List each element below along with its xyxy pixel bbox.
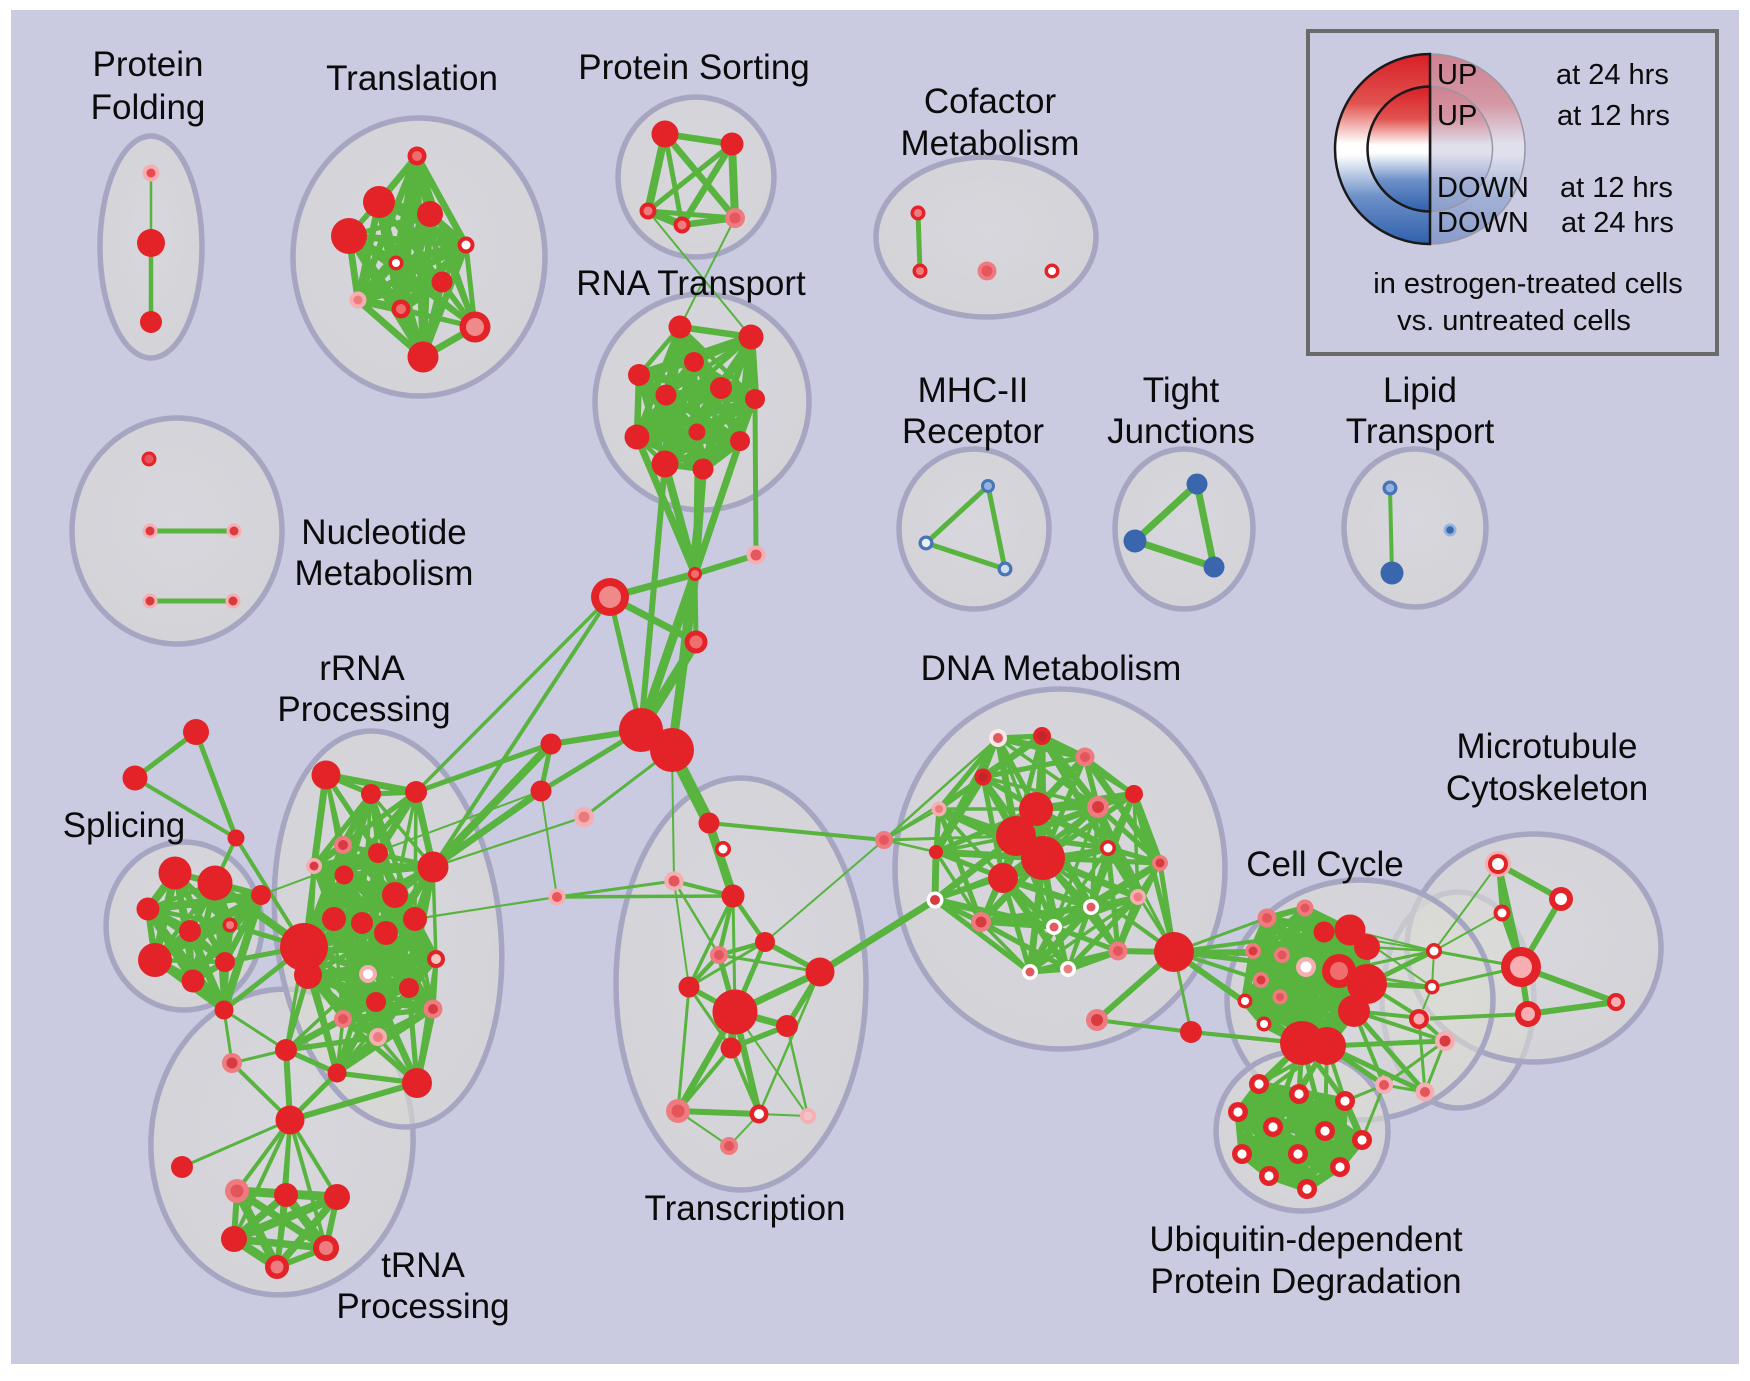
svg-text:UP: UP <box>1437 100 1477 132</box>
svg-text:at 24 hrs: at 24 hrs <box>1556 59 1669 91</box>
svg-text:Cofactor: Cofactor <box>924 82 1057 121</box>
svg-text:Processing: Processing <box>336 1287 509 1326</box>
svg-text:tRNA: tRNA <box>381 1246 465 1285</box>
svg-text:at 12 hrs: at 12 hrs <box>1557 100 1670 132</box>
svg-text:DNA Metabolism: DNA Metabolism <box>921 649 1182 688</box>
svg-text:DOWN: DOWN <box>1437 207 1529 239</box>
svg-text:vs. untreated cells: vs. untreated cells <box>1397 305 1631 337</box>
svg-text:Protein Degradation: Protein Degradation <box>1150 1262 1461 1301</box>
svg-text:Protein: Protein <box>93 45 204 84</box>
svg-text:MHC-II: MHC-II <box>918 371 1029 410</box>
svg-text:Receptor: Receptor <box>902 412 1044 451</box>
svg-text:Transport: Transport <box>1346 412 1495 451</box>
svg-text:at 24 hrs: at 24 hrs <box>1561 207 1674 239</box>
svg-text:RNA Transport: RNA Transport <box>576 264 806 303</box>
svg-text:Nucleotide: Nucleotide <box>301 513 466 552</box>
svg-text:Translation: Translation <box>326 59 498 98</box>
svg-text:at 12 hrs: at 12 hrs <box>1560 172 1673 204</box>
svg-text:Ubiquitin-dependent: Ubiquitin-dependent <box>1149 1220 1463 1259</box>
svg-text:Splicing: Splicing <box>63 806 186 845</box>
svg-text:Folding: Folding <box>91 88 206 127</box>
svg-text:Metabolism: Metabolism <box>295 554 474 593</box>
svg-text:UP: UP <box>1437 59 1477 91</box>
svg-text:Cell Cycle: Cell Cycle <box>1246 845 1404 884</box>
svg-text:Cytoskeleton: Cytoskeleton <box>1446 769 1648 808</box>
svg-text:Processing: Processing <box>277 690 450 729</box>
svg-text:Metabolism: Metabolism <box>901 124 1080 163</box>
svg-text:Transcription: Transcription <box>645 1189 846 1228</box>
svg-text:Microtubule: Microtubule <box>1457 727 1638 766</box>
svg-text:DOWN: DOWN <box>1437 172 1529 204</box>
svg-text:Tight: Tight <box>1143 371 1220 410</box>
svg-text:Protein Sorting: Protein Sorting <box>578 48 810 87</box>
svg-text:rRNA: rRNA <box>319 649 405 688</box>
svg-text:Lipid: Lipid <box>1383 371 1457 410</box>
svg-text:in estrogen-treated cells: in estrogen-treated cells <box>1373 268 1683 300</box>
svg-text:Junctions: Junctions <box>1107 412 1255 451</box>
